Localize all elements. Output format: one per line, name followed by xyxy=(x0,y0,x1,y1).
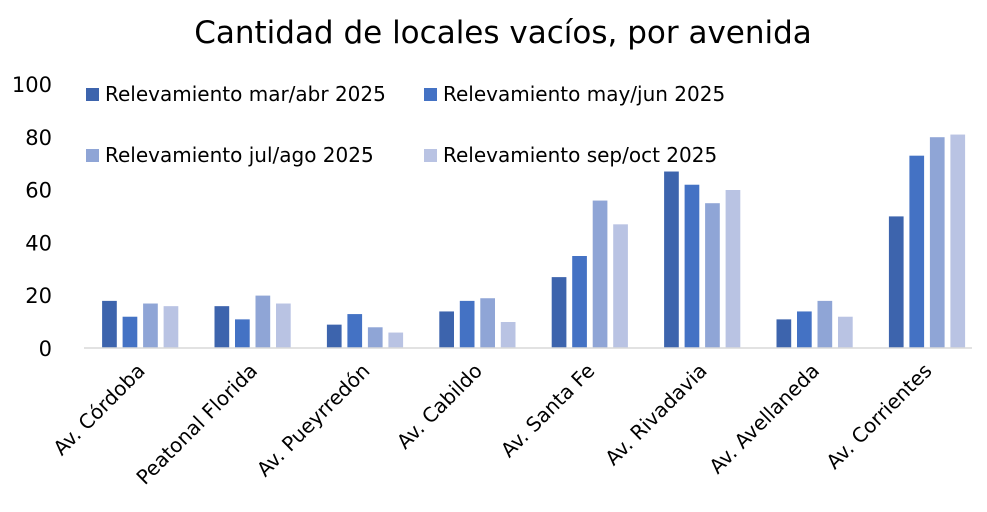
bar xyxy=(816,300,833,349)
legend-swatch xyxy=(86,149,99,162)
legend-swatch xyxy=(424,88,437,101)
bar xyxy=(612,223,629,349)
bar xyxy=(234,318,251,349)
bar xyxy=(704,202,721,349)
y-tick-label: 100 xyxy=(12,73,52,97)
y-tick-label: 40 xyxy=(25,231,52,255)
bar xyxy=(571,255,588,349)
bar xyxy=(101,300,118,349)
bar xyxy=(837,315,854,349)
x-tick-label: Av. Corrientes xyxy=(821,359,936,474)
bar xyxy=(254,294,272,349)
bar xyxy=(499,321,517,349)
bar xyxy=(326,323,343,349)
bar xyxy=(724,189,742,349)
bar xyxy=(213,305,231,349)
y-tick-label: 20 xyxy=(25,284,52,308)
x-tick-label: Av. Avellaneda xyxy=(704,359,824,479)
bar xyxy=(438,310,455,349)
bar xyxy=(275,302,292,349)
y-tick-label: 60 xyxy=(25,179,52,203)
x-tick-label: Av. Cabildo xyxy=(392,359,487,454)
bar xyxy=(550,276,568,349)
y-tick-label: 80 xyxy=(25,126,52,150)
bars xyxy=(101,133,966,349)
legend: Relevamiento mar/abr 2025 Relevamiento ma… xyxy=(86,82,725,167)
x-tick-label: Peatonal Florida xyxy=(131,359,262,490)
bar xyxy=(775,318,792,349)
bar xyxy=(346,313,363,349)
y-tick-label: 0 xyxy=(39,337,52,361)
y-axis: 0 20 40 60 80 100 xyxy=(12,73,52,361)
bar xyxy=(683,183,701,349)
chart-title: Cantidad de locales vacíos, por avenida xyxy=(194,15,812,51)
x-tick-label: Av. Córdoba xyxy=(48,359,149,460)
legend-label: Relevamiento sep/oct 2025 xyxy=(443,143,717,167)
bar xyxy=(458,300,476,349)
legend-label: Relevamiento mar/abr 2025 xyxy=(105,82,386,106)
bar xyxy=(162,305,180,349)
x-tick-label: Av. Rivadavia xyxy=(600,359,711,470)
bar xyxy=(387,331,404,349)
bar xyxy=(121,315,139,349)
bar xyxy=(142,302,159,349)
bar xyxy=(479,297,496,349)
bar xyxy=(367,326,384,349)
bar xyxy=(663,170,680,349)
bar xyxy=(796,310,813,349)
bar xyxy=(888,215,905,349)
x-tick-label: Av. Santa Fe xyxy=(496,359,599,462)
legend-swatch xyxy=(86,88,99,101)
legend-label: Relevamiento may/jun 2025 xyxy=(443,82,725,106)
bar xyxy=(949,133,966,349)
bar xyxy=(908,154,925,349)
legend-swatch xyxy=(424,149,437,162)
x-tick-label: Av. Pueyrredón xyxy=(252,359,375,482)
bar xyxy=(929,136,946,349)
bar xyxy=(591,199,609,349)
legend-label: Relevamiento jul/ago 2025 xyxy=(105,143,374,167)
